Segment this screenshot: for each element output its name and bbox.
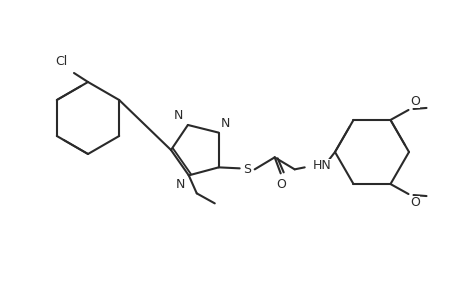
- Text: O: O: [409, 95, 420, 108]
- Text: N: N: [173, 109, 183, 122]
- Text: N: N: [175, 178, 185, 191]
- Text: S: S: [242, 163, 250, 176]
- Text: O: O: [409, 196, 420, 209]
- Text: Cl: Cl: [56, 55, 68, 68]
- Text: HN: HN: [312, 159, 331, 172]
- Text: O: O: [276, 178, 286, 191]
- Text: N: N: [220, 117, 230, 130]
